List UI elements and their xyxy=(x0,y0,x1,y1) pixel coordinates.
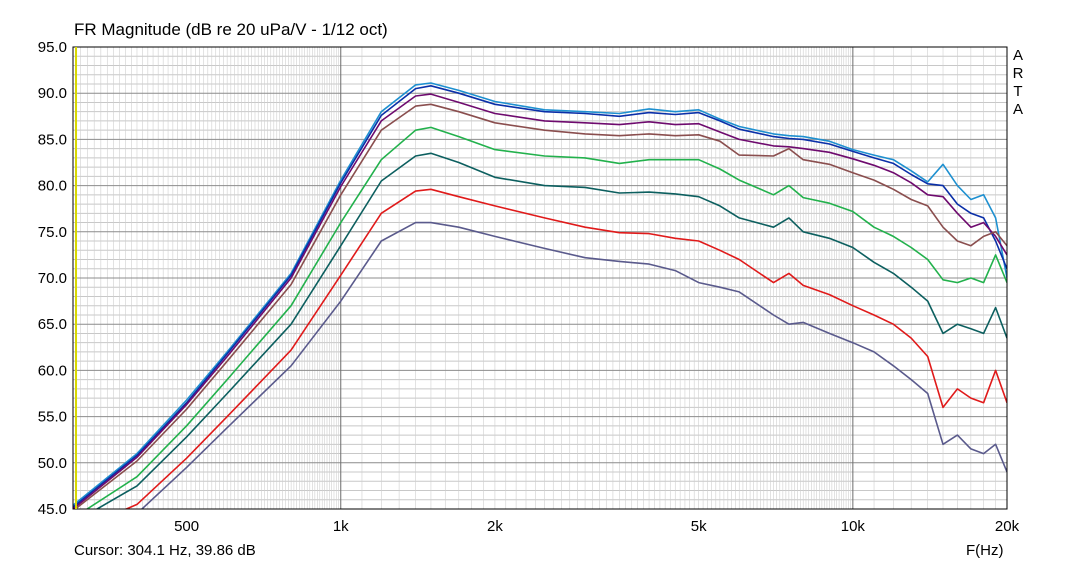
y-tick-label: 50.0 xyxy=(38,455,67,472)
response-curves xyxy=(73,82,1007,509)
response-curve-5 xyxy=(85,126,1007,509)
y-tick-label: 70.0 xyxy=(38,270,67,287)
response-curve-3 xyxy=(73,93,1007,509)
y-tick-label: 95.0 xyxy=(38,39,67,56)
arta-brand-label: A R T A xyxy=(1011,47,1025,119)
response-curve-1 xyxy=(73,82,1007,506)
x-tick-label: 5k xyxy=(691,518,707,535)
y-tick-label: 75.0 xyxy=(38,224,67,241)
y-tick-label: 65.0 xyxy=(38,316,67,333)
x-axis-ticks: 500 1k 2k 5k 10k 20k xyxy=(174,518,1020,535)
y-tick-label: 90.0 xyxy=(38,85,67,102)
response-curve-2 xyxy=(73,85,1007,508)
cursor-readout: Cursor: 304.1 Hz, 39.86 dB xyxy=(74,542,256,559)
brand-letter: A xyxy=(1012,47,1023,64)
plot-frame xyxy=(72,46,1008,510)
brand-letter: A xyxy=(1012,101,1023,118)
x-tick-label: 2k xyxy=(487,518,503,535)
x-tick-label: 10k xyxy=(841,518,866,535)
x-tick-label: 1k xyxy=(333,518,349,535)
brand-letter: R xyxy=(1012,65,1024,82)
y-tick-label: 60.0 xyxy=(38,362,67,379)
response-curve-4 xyxy=(74,103,1007,509)
x-tick-label: 500 xyxy=(174,518,199,535)
brand-letter: T xyxy=(1013,83,1023,100)
chart-title: FR Magnitude (dB re 20 uPa/V - 1/12 oct) xyxy=(74,20,388,39)
y-tick-label: 85.0 xyxy=(38,131,67,148)
y-tick-label: 55.0 xyxy=(38,409,67,426)
y-tick-label: 80.0 xyxy=(38,178,67,195)
response-curve-6 xyxy=(95,152,1007,509)
response-curve-8 xyxy=(140,221,1007,509)
response-curve-7 xyxy=(124,188,1007,509)
x-axis-label: F(Hz) xyxy=(966,542,1004,559)
y-axis-ticks: 95.0 90.0 85.0 80.0 75.0 70.0 65.0 60.0 55.0 50.0… xyxy=(38,39,67,518)
x-tick-label: 20k xyxy=(995,518,1020,535)
y-tick-label: 45.0 xyxy=(38,501,67,518)
